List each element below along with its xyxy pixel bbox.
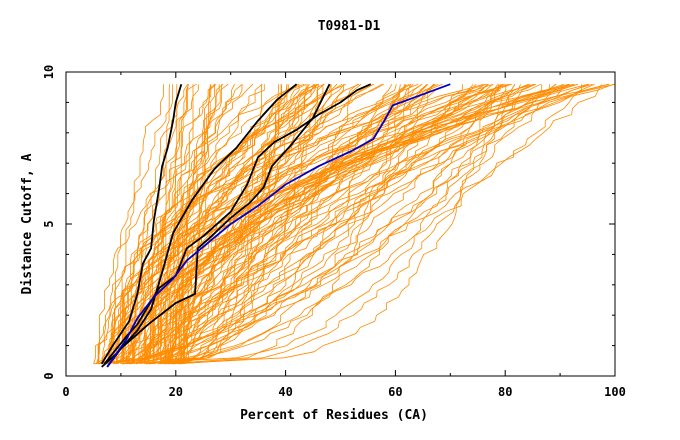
background-curve [145, 84, 582, 365]
background-curve [113, 83, 443, 364]
background-curve [179, 83, 505, 364]
series-line [106, 83, 451, 368]
background-curve [115, 84, 309, 365]
background-curve [177, 83, 414, 364]
series-line [103, 83, 372, 365]
x-tick-label: 20 [169, 385, 183, 399]
background-curve [105, 84, 550, 365]
background-curve [168, 83, 590, 365]
background-curve [109, 83, 325, 364]
background-curve [95, 83, 428, 365]
x-axis-label: Percent of Residues (CA) [240, 408, 428, 423]
background-curve [182, 83, 516, 364]
series-line [106, 83, 331, 368]
background-curve [183, 83, 595, 364]
chart-title: T0981-D1 [318, 19, 381, 34]
background-curve [167, 84, 411, 365]
background-curve [168, 83, 319, 364]
background-curve [144, 84, 543, 365]
background-curve [182, 83, 307, 364]
background-curve [113, 83, 541, 364]
background-curve [160, 83, 570, 364]
background-curve [113, 84, 602, 365]
background-curve [148, 84, 401, 365]
background-curve [129, 84, 563, 365]
y-tick-label: 5 [42, 220, 56, 227]
background-curve [168, 83, 614, 364]
background-curve [170, 83, 488, 365]
background-curve [171, 84, 507, 365]
background-curve [173, 84, 324, 365]
background-curve [171, 84, 189, 364]
background-curve [182, 83, 423, 365]
background-curve [126, 84, 332, 365]
background-curve [105, 84, 173, 364]
background-curve [164, 83, 474, 365]
background-curve [101, 84, 501, 364]
background-curve [95, 84, 288, 364]
background-curve [122, 84, 463, 365]
y-axis-label: Distance Cutoff, A [20, 153, 35, 294]
y-axis: 0 5 10 [42, 65, 615, 380]
background-curve [127, 83, 434, 365]
background-curve [122, 84, 500, 365]
background-curve [146, 83, 216, 364]
background-curve [98, 83, 499, 365]
background-curve [108, 83, 263, 364]
background-curve [113, 83, 393, 365]
background-curve [179, 83, 512, 365]
x-axis: 0 20 40 60 80 100 [62, 72, 626, 399]
background-curve [117, 83, 347, 365]
background-curve [160, 84, 265, 364]
background-curve [179, 84, 521, 365]
background-curve [109, 83, 189, 364]
highlighted-series [100, 83, 451, 368]
series-line [100, 83, 183, 365]
background-curve [178, 83, 325, 365]
y-tick-label: 10 [42, 65, 56, 79]
background-curve [148, 83, 504, 365]
background-curve [99, 83, 609, 365]
x-tick-label: 100 [604, 385, 626, 399]
background-curve [120, 83, 569, 364]
background-curve [166, 84, 220, 364]
background-curve [168, 84, 501, 364]
x-tick-label: 80 [498, 385, 512, 399]
background-curve [169, 83, 578, 364]
series-line [101, 83, 298, 368]
background-curve [116, 84, 164, 364]
background-curve [97, 83, 486, 364]
x-tick-label: 40 [278, 385, 292, 399]
x-tick-label: 60 [388, 385, 402, 399]
background-curve [174, 84, 194, 364]
background-curve [122, 83, 343, 364]
background-curve [160, 83, 436, 365]
x-tick-label: 0 [62, 385, 69, 399]
y-tick-label: 0 [42, 372, 56, 379]
background-curve [166, 83, 487, 364]
background-curve [164, 83, 531, 364]
background-curve [139, 83, 423, 364]
